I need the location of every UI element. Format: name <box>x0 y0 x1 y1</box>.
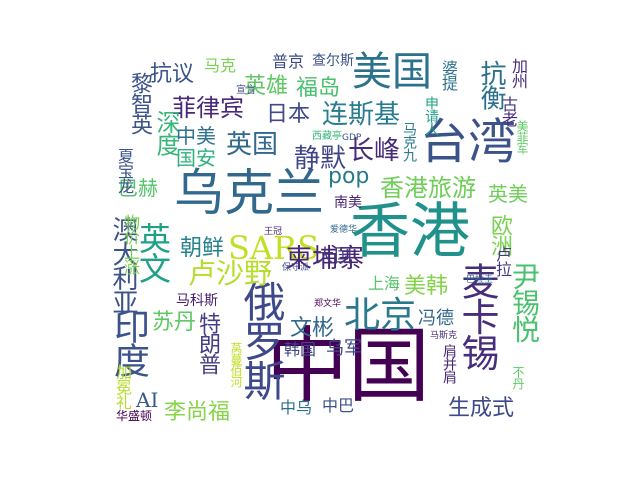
cloud-word: 韩国 <box>284 340 317 359</box>
cloud-word: 大国 <box>316 246 352 267</box>
cloud-word: 宣言 <box>236 85 256 96</box>
cloud-word: 李尚福 <box>164 400 231 425</box>
cloud-word: 英雄 <box>244 74 289 99</box>
cloud-word: 日本 <box>266 102 311 127</box>
cloud-word: 马克九 <box>401 122 417 162</box>
cloud-word: 郑文华 <box>314 299 342 309</box>
cloud-word: 中国 <box>266 319 431 414</box>
cloud-word: 俄罗斯 <box>237 280 286 399</box>
cloud-word: 马科斯 <box>176 293 218 309</box>
cloud-word: 英国 <box>226 130 279 160</box>
cloud-word: 华盛顿 <box>116 409 153 423</box>
cloud-word: 美国 <box>352 49 432 95</box>
cloud-word: 英文 <box>134 222 172 283</box>
cloud-word: 生成式 <box>448 396 515 421</box>
cloud-word: 冯德 <box>418 308 454 329</box>
cloud-word: 美菲军 <box>515 120 529 154</box>
cloud-word: 特朗普 <box>195 312 220 375</box>
cloud-word: 麦卡锡 <box>455 262 499 370</box>
cloud-word: 马克 <box>204 56 237 75</box>
cloud-word: 中美 <box>176 124 216 148</box>
cloud-word: 静默 <box>294 144 347 174</box>
cloud-word: 中乌 <box>280 398 313 417</box>
cloud-word: 长峰 <box>348 136 401 166</box>
cloud-word: 福岛 <box>296 76 341 101</box>
cloud-word: 抗衡 <box>476 60 506 109</box>
cloud-word: 菲律宾 <box>172 94 244 122</box>
cloud-word: 夏宝龙 <box>115 148 134 194</box>
cloud-word: 柬埔寨 <box>286 244 365 274</box>
cloud-word: 西藏亭 <box>312 131 342 142</box>
cloud-word: 欧洲 <box>487 214 512 256</box>
cloud-word: 物价上涨 <box>121 214 140 275</box>
cloud-word: 申请人 <box>423 96 439 136</box>
cloud-word: 加冕礼 <box>113 364 132 410</box>
cloud-word: 深度 <box>152 110 180 156</box>
cloud-word: 查尔斯 <box>312 53 354 69</box>
cloud-word: 卢拉 <box>493 246 512 277</box>
cloud-word: 普京 <box>272 52 305 71</box>
cloud-word: 莴蔓佰河 <box>229 342 243 388</box>
cloud-word: 乌军 <box>326 338 362 359</box>
cloud-word: GDP <box>342 133 362 143</box>
cloud-word: 乌克兰 <box>174 164 324 222</box>
cloud-word: 尹锡悦 <box>508 262 541 341</box>
cloud-word: 苏丹 <box>152 310 197 335</box>
cloud-word: 美韩 <box>404 274 449 299</box>
cloud-word: 马斯克 <box>430 331 458 341</box>
cloud-word: 朝鲜 <box>180 236 225 261</box>
cloud-word: 加州 <box>509 58 528 89</box>
cloud-word: 中巴 <box>322 396 355 415</box>
cloud-word: 英美 <box>488 182 528 206</box>
cloud-word: 南美 <box>334 195 362 211</box>
cloud-word: 卢沙野 <box>188 257 273 290</box>
cloud-word: 文彬 <box>290 316 335 341</box>
cloud-word: 香港旅游 <box>380 174 476 202</box>
cloud-word: 印度 <box>108 308 149 376</box>
cloud-word: 肩并肩 <box>441 344 457 384</box>
cloud-word: SARS <box>228 229 320 267</box>
cloud-word: 台湾 <box>420 114 517 170</box>
cloud-word: 澳大利亚 <box>108 216 138 314</box>
cloud-word: 婆提 <box>439 60 458 91</box>
cloud-word: 爱德华 <box>330 225 358 235</box>
cloud-word: 保守派 <box>282 263 310 273</box>
cloud-word: 古老 <box>499 96 518 127</box>
cloud-word: pop <box>328 164 370 189</box>
cloud-word: 黎智英 <box>127 72 152 135</box>
cloud-word: 巴拉圭 <box>466 275 494 285</box>
cloud-word: 北京 <box>344 295 417 336</box>
cloud-word: 连斯基 <box>322 100 401 130</box>
cloud-word: 抗议 <box>150 62 195 87</box>
cloud-word: 香港 <box>350 197 470 267</box>
cloud-word: 上海 <box>368 274 401 293</box>
cloud-word: AI <box>136 388 159 412</box>
cloud-word: 国安 <box>176 146 216 170</box>
cloud-word: 巴赫 <box>118 176 158 200</box>
cloud-word: 王冠 <box>264 227 283 237</box>
cloud-word: 不丹 <box>511 366 525 389</box>
